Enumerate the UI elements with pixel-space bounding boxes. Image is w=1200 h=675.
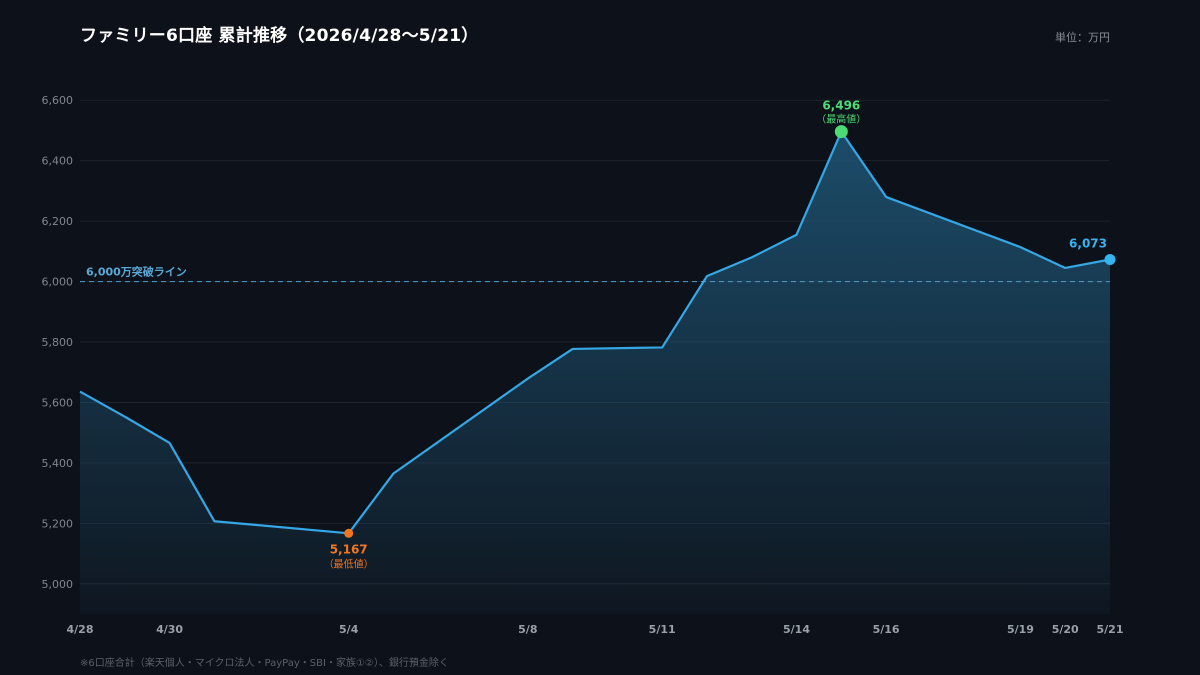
x-tick-label: 5/4 — [339, 623, 359, 636]
min-point-marker — [344, 528, 354, 538]
x-tick-label: 5/16 — [873, 623, 900, 636]
series-area — [80, 131, 1110, 615]
y-tick-label: 6,200 — [42, 215, 74, 228]
area-fill-layer — [80, 131, 1110, 615]
max-value-label: 6,496 — [822, 99, 860, 113]
x-tick-label: 4/28 — [67, 623, 94, 636]
y-tick-label: 6,600 — [42, 94, 74, 107]
y-axis-ticks: 5,000 5,200 5,400 5,600 5,800 6,000 6,200 6,400… — [42, 94, 74, 591]
x-tick-label: 5/11 — [649, 623, 676, 636]
max-note-label: （最高値） — [816, 113, 866, 126]
y-tick-label: 6,400 — [42, 155, 74, 168]
x-tick-label: 5/20 — [1052, 623, 1079, 636]
last-point-marker — [1104, 253, 1116, 265]
unit-label: 単位：万円 — [1055, 31, 1110, 44]
y-tick-label: 5,800 — [42, 336, 74, 349]
x-tick-label: 5/21 — [1097, 623, 1124, 636]
x-tick-label: 5/19 — [1007, 623, 1034, 636]
max-point-marker — [834, 125, 848, 139]
chart-title: ファミリー6口座 累計推移（2026/4/28〜5/21） — [80, 26, 479, 46]
y-tick-label: 5,000 — [42, 578, 74, 591]
reference-line-label: 6,000万突破ライン — [86, 265, 187, 279]
reference-line-layer: 6,000万突破ライン — [80, 265, 1110, 283]
x-axis-ticks: 4/28 4/30 5/4 5/8 5/11 5/14 5/16 5/19 5/20 5/21 — [67, 623, 1124, 636]
annotations-layer: 5,167（最低値） 6,496（最高値） 6,073 — [324, 99, 1116, 570]
x-tick-label: 4/30 — [156, 623, 183, 636]
y-tick-label: 5,200 — [42, 517, 74, 530]
x-tick-label: 5/8 — [518, 623, 537, 636]
y-tick-label: 5,600 — [42, 396, 74, 409]
last-value-label: 6,073 — [1069, 236, 1107, 250]
x-tick-label: 5/14 — [783, 623, 810, 636]
min-note-label: （最低値） — [324, 557, 374, 570]
footnote: ※6口座合計（楽天個人・マイクロ法人・PayPay・SBI・家族①②）、銀行預金… — [80, 658, 449, 669]
y-tick-label: 5,400 — [42, 457, 74, 470]
min-value-label: 5,167 — [330, 542, 368, 556]
y-tick-label: 6,000 — [42, 276, 74, 289]
